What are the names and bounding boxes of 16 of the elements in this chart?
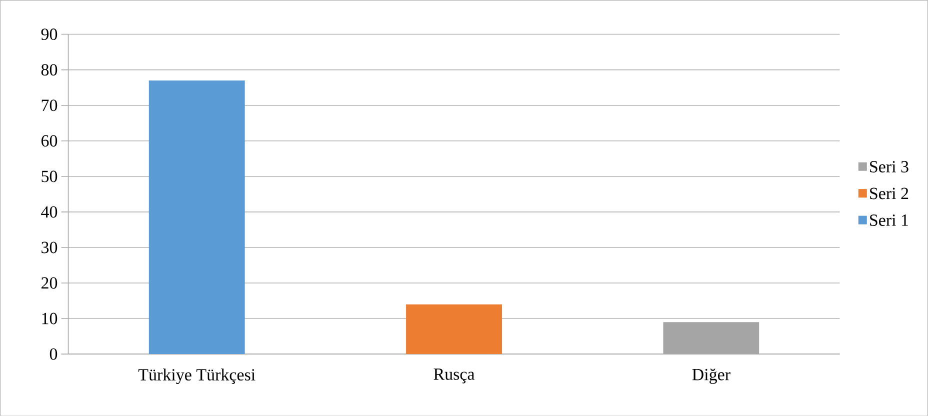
legend-label: Seri 1	[870, 214, 908, 226]
legend-label: Seri 2	[870, 188, 908, 200]
y-tick-label: 70	[42, 99, 58, 111]
legend-label: Seri 3	[870, 160, 908, 172]
y-tick-label: 30	[42, 242, 58, 254]
y-tick-label: 40	[41, 206, 58, 218]
y-tick-label: 20	[42, 277, 58, 289]
y-tick-label: 10	[42, 312, 58, 324]
y-tick-label: 0	[50, 348, 58, 360]
x-tick-label: Diğer	[692, 368, 730, 384]
y-tick-label: 50	[42, 170, 58, 182]
x-tick-label: Türkiye Türkçesi	[138, 368, 256, 384]
y-tick-label: 90	[41, 28, 58, 40]
x-tick-label: Rusça	[434, 368, 475, 384]
y-tick-label: 80	[41, 64, 58, 76]
y-tick-label: 60	[41, 134, 58, 146]
